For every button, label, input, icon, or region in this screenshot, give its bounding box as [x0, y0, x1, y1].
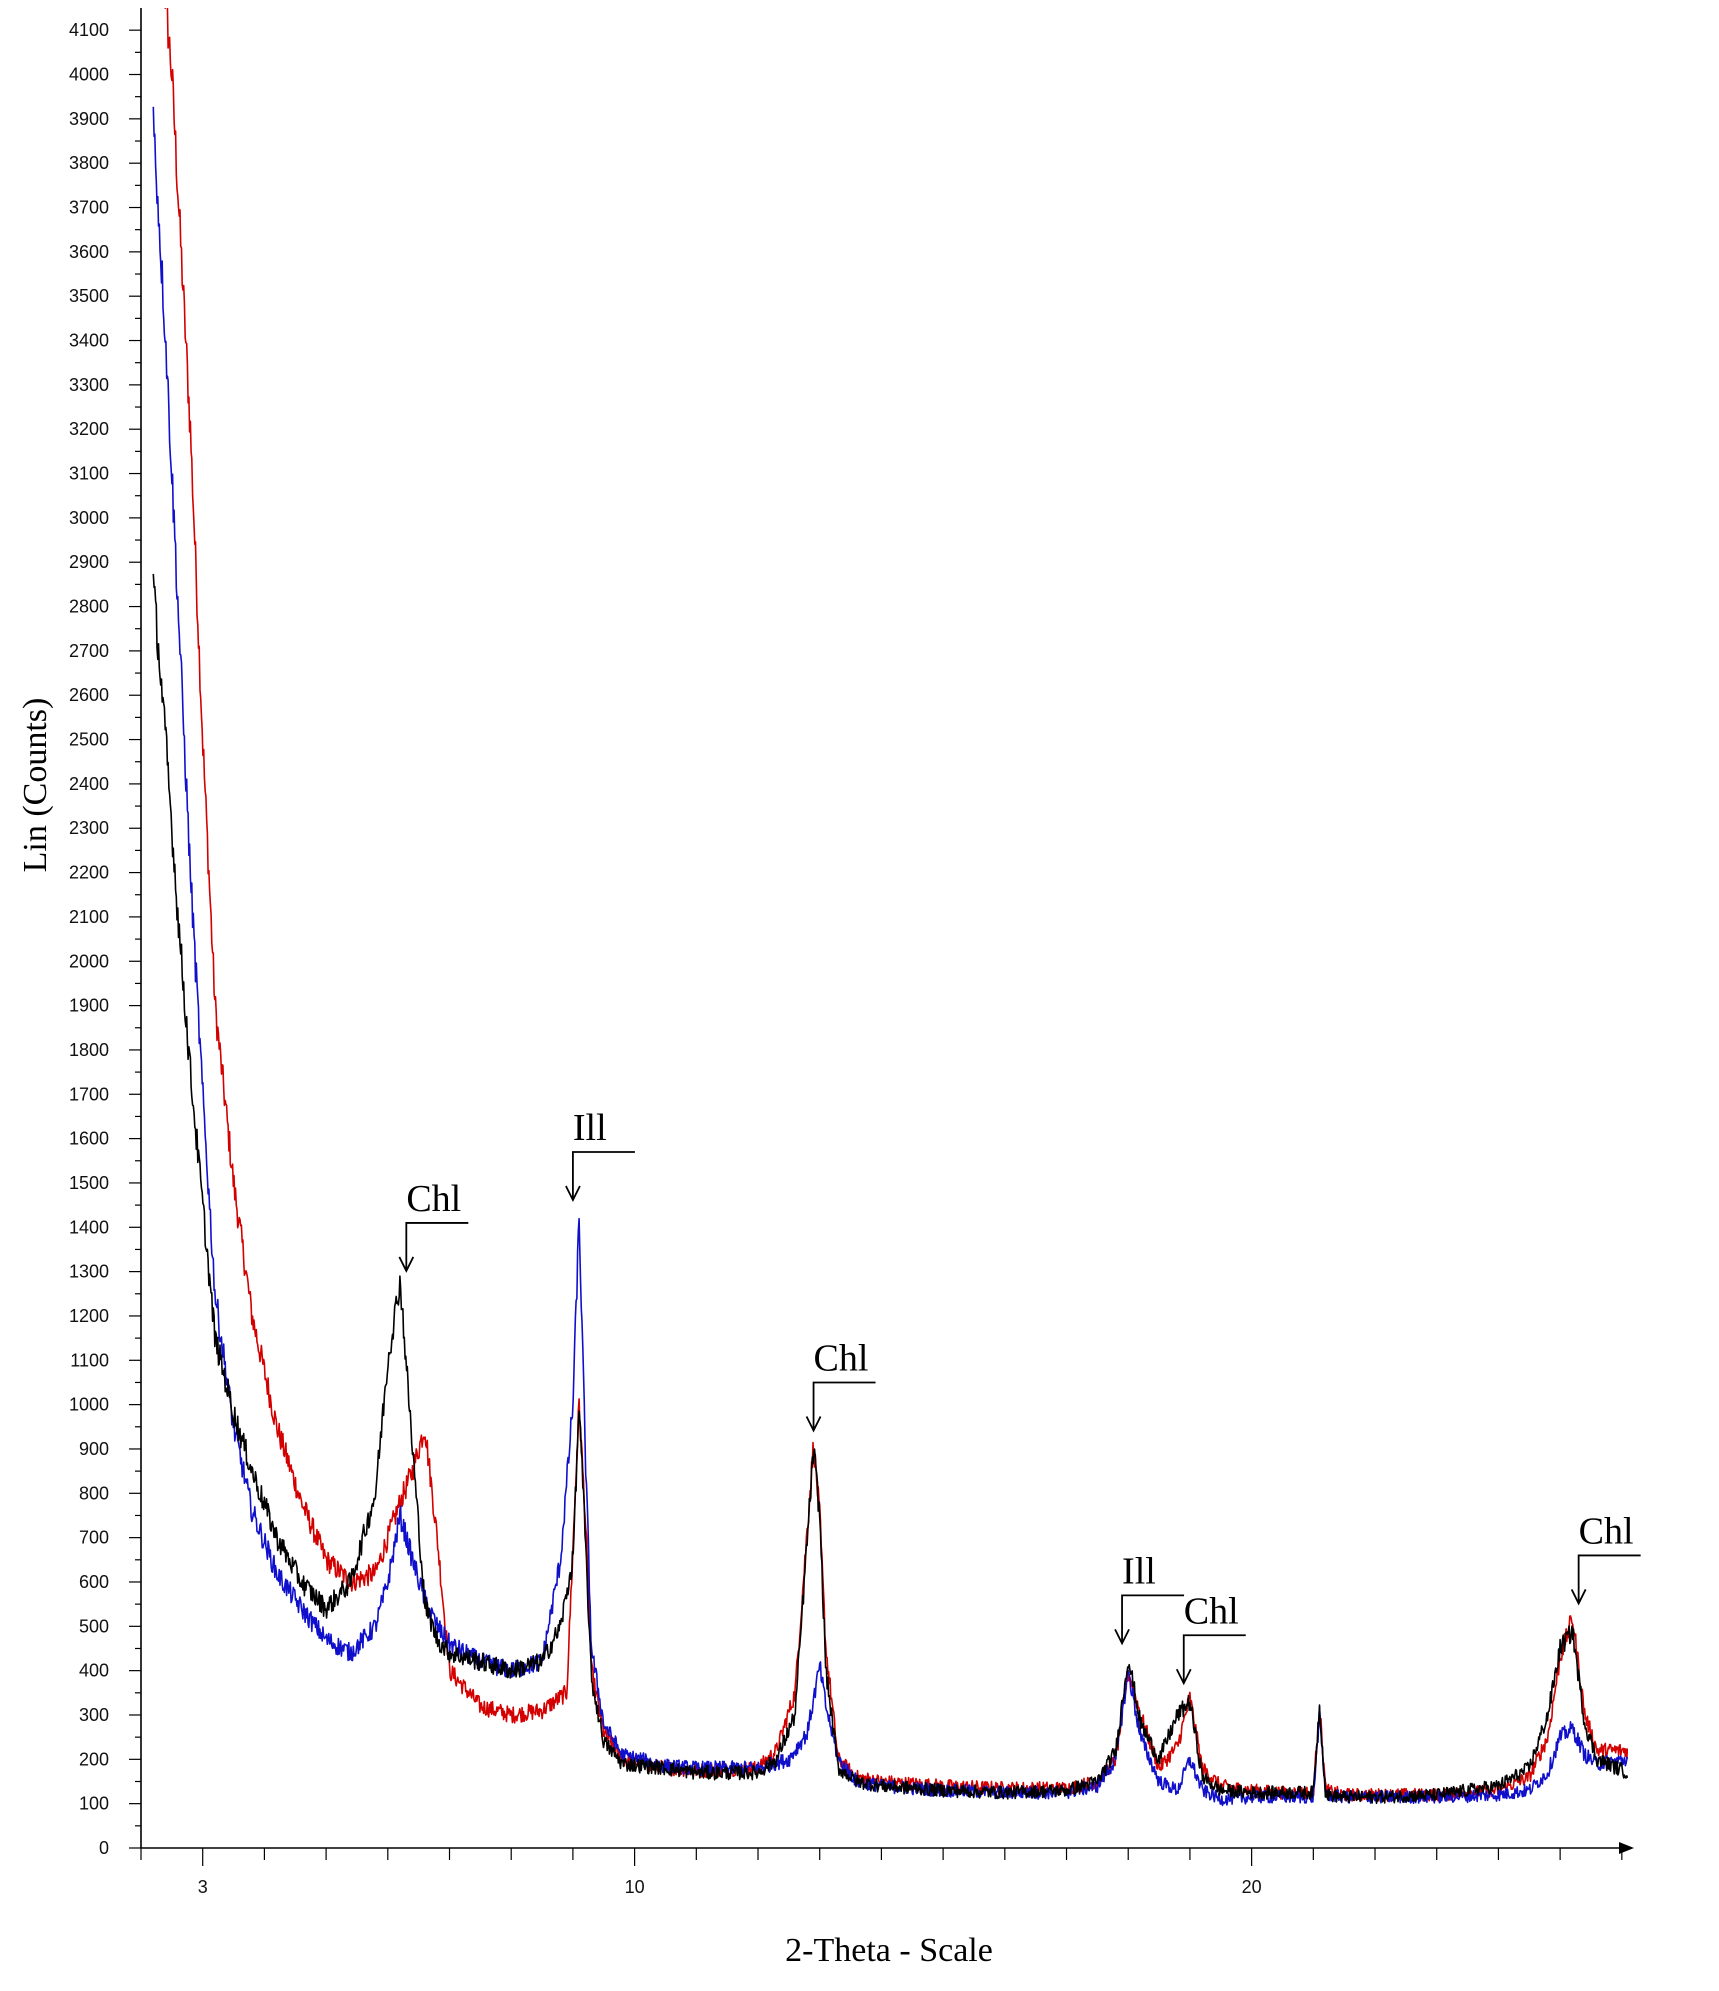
peak-bracket: [572, 1151, 635, 1200]
y-tick-label: 3800: [69, 153, 109, 173]
y-tick-label: 3200: [69, 419, 109, 439]
y-tick-label: 4000: [69, 65, 109, 85]
y-tick-label: 3100: [69, 464, 109, 484]
peak-bracket: [1121, 1594, 1185, 1644]
series-line-2: [152, 106, 1628, 1807]
x-tick-label: 10: [625, 1877, 645, 1897]
series-line-3: [152, 573, 1628, 1805]
data-series-group: [152, 8, 1628, 1807]
peak-marker: Ill: [1114, 1550, 1185, 1646]
y-tick-label: 1000: [69, 1395, 109, 1415]
peak-arrow-head: [1175, 1668, 1192, 1686]
x-axis-arrow-head: [1619, 1842, 1634, 1854]
peak-bracket: [1577, 1554, 1641, 1604]
y-tick-label: 1200: [69, 1306, 109, 1326]
y-tick-label: 400: [79, 1661, 109, 1681]
y-tick-label: 1100: [70, 1350, 109, 1370]
y-tick-label: 1600: [69, 1129, 109, 1149]
y-tick-label: 300: [79, 1705, 109, 1725]
y-tick-label: 3400: [69, 331, 109, 351]
peak-annotations: Chl Ill Chl Ill Chl Chl: [398, 1107, 1641, 1686]
y-tick-label: 2400: [69, 774, 109, 794]
y-tick-label: 2200: [69, 863, 109, 883]
y-tick-label: 3000: [69, 508, 109, 528]
peak-arrow-head: [398, 1256, 415, 1273]
y-tick-label: 2900: [69, 552, 109, 572]
x-tick-label: 3: [198, 1877, 208, 1897]
y-tick-label: 2600: [69, 685, 109, 705]
y-tick-label: 900: [79, 1439, 109, 1459]
peak-label: Chl: [814, 1338, 869, 1380]
y-tick-label: 1900: [69, 996, 109, 1016]
y-tick-label: 1700: [69, 1084, 109, 1104]
y-tick-label: 200: [79, 1749, 109, 1769]
y-tick-label: 1400: [69, 1217, 109, 1237]
y-tick-label: 1800: [69, 1040, 109, 1060]
y-tick-label: 2800: [69, 597, 109, 617]
y-tick-label: 700: [79, 1528, 109, 1548]
peak-bracket: [812, 1381, 876, 1431]
x-axis-title: 2-Theta - Scale: [785, 1932, 993, 1969]
peak-label: Chl: [1579, 1510, 1634, 1552]
y-tick-label: 3500: [69, 286, 109, 306]
peak-label: Chl: [406, 1178, 461, 1220]
axis-ticks: 0 100 200 300 400 500 600 700 800 900 1000 1100 1200…: [69, 20, 1623, 1897]
peak-label: Ill: [573, 1107, 607, 1149]
peak-bracket: [405, 1222, 469, 1271]
peak-marker: Ill: [565, 1107, 635, 1202]
y-tick-label: 3700: [69, 198, 109, 218]
peak-bracket: [1182, 1634, 1246, 1684]
peak-marker: Chl: [805, 1338, 876, 1433]
x-tick-label: 20: [1242, 1877, 1262, 1897]
y-tick-label: 3600: [69, 242, 109, 262]
y-tick-label: 3900: [69, 109, 109, 129]
peak-marker: Chl: [1570, 1510, 1641, 1606]
y-tick-label: 1300: [69, 1262, 109, 1282]
y-tick-label: 2700: [69, 641, 109, 661]
y-tick-label: 0: [99, 1838, 109, 1858]
peak-marker: Chl: [1175, 1590, 1246, 1686]
y-tick-label: 3300: [69, 375, 109, 395]
y-tick-label: 500: [79, 1616, 109, 1636]
y-tick-label: 600: [79, 1572, 109, 1592]
peak-label: Chl: [1184, 1590, 1239, 1632]
peak-arrow-head: [565, 1185, 581, 1202]
y-tick-label: 800: [79, 1483, 109, 1503]
y-tick-label: 2500: [69, 730, 109, 750]
peak-arrow-head: [805, 1416, 822, 1433]
y-tick-label: 2100: [69, 907, 109, 927]
y-tick-label: 100: [79, 1794, 109, 1814]
y-axis-title: Lin (Counts): [17, 698, 54, 873]
y-tick-label: 1500: [69, 1173, 109, 1193]
y-tick-label: 4100: [69, 20, 109, 40]
peak-marker: Chl: [398, 1178, 469, 1273]
y-tick-label: 2300: [69, 818, 109, 838]
peak-label: Ill: [1122, 1550, 1156, 1592]
y-tick-label: 2000: [69, 951, 109, 971]
peak-arrow-head: [1114, 1628, 1130, 1646]
series-line-1: [164, 8, 1628, 1803]
peak-arrow-head: [1570, 1589, 1587, 1606]
